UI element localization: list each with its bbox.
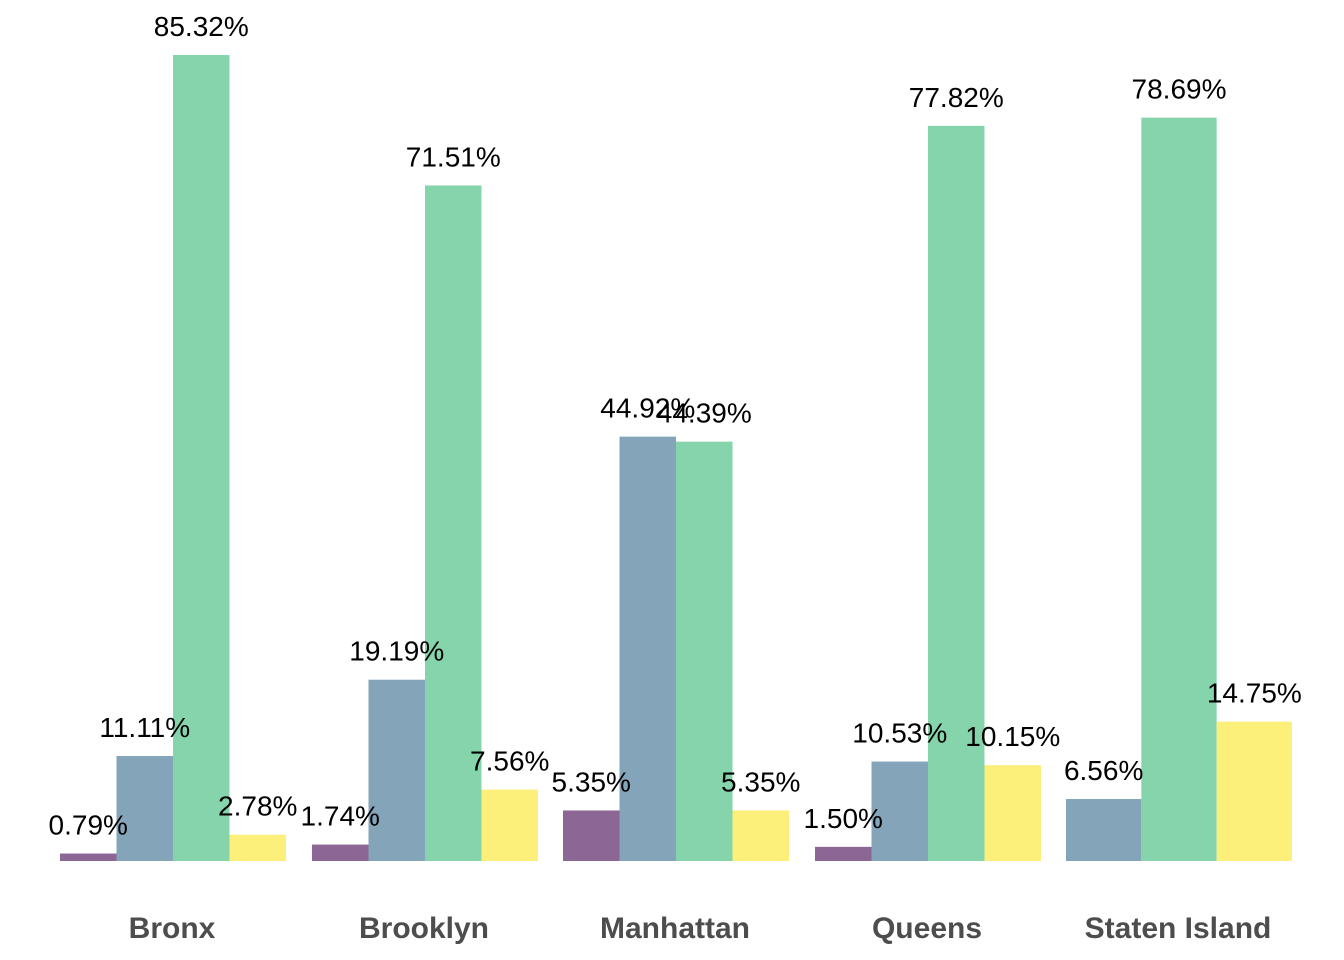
x-tick-label: Queens <box>872 912 982 945</box>
bars-layer <box>60 55 1292 862</box>
value-label: 5.35% <box>552 766 631 797</box>
value-label: 6.56% <box>1064 755 1143 786</box>
value-label: 19.19% <box>349 636 444 667</box>
value-label: 85.32% <box>154 11 249 42</box>
value-label: 1.74% <box>301 801 380 832</box>
x-tick-label: Brooklyn <box>359 912 489 945</box>
bar-manhattan-3 <box>676 441 733 861</box>
bar-queens-3 <box>928 125 985 862</box>
value-label: 0.79% <box>49 810 128 841</box>
x-tick-label: Manhattan <box>600 912 750 945</box>
value-label: 11.11% <box>99 712 190 743</box>
bar-brooklyn-2 <box>368 679 425 861</box>
bar-brooklyn-1 <box>312 844 369 861</box>
value-label: 5.35% <box>721 766 800 797</box>
value-labels-layer: 0.79% 11.11% 85.32% 2.78% 1.74% 19.19% 71.51% 7… <box>49 11 1302 841</box>
bar-bronx-1 <box>60 853 117 861</box>
x-tick-label: Staten Island <box>1085 912 1272 945</box>
value-label: 78.69% <box>1132 74 1227 105</box>
category-labels-layer: Bronx Brooklyn Manhattan Queens Staten Islan… <box>129 912 1272 945</box>
bar-manhattan-4 <box>732 810 789 861</box>
bar-brooklyn-3 <box>425 185 482 861</box>
bar-manhattan-1 <box>563 810 620 861</box>
value-label: 77.82% <box>909 82 1004 113</box>
bar-queens-4 <box>984 765 1041 861</box>
bar-manhattan-2 <box>619 436 676 861</box>
x-tick-label: Bronx <box>129 912 216 945</box>
bar-staten-island-1 <box>1066 799 1142 861</box>
value-label: 71.51% <box>406 141 501 172</box>
bar-bronx-3 <box>173 55 230 861</box>
value-label: 10.53% <box>852 718 947 749</box>
value-label: 14.75% <box>1207 678 1302 709</box>
bar-queens-1 <box>815 846 872 861</box>
value-label: 1.50% <box>804 803 883 834</box>
bar-bronx-4 <box>229 834 286 861</box>
value-label: 44.39% <box>657 398 752 429</box>
bar-staten-island-2 <box>1141 117 1217 861</box>
value-label: 2.78% <box>218 791 297 822</box>
bar-brooklyn-4 <box>481 789 538 861</box>
bar-staten-island-3 <box>1216 721 1292 861</box>
bar-bronx-2 <box>116 756 173 861</box>
bar-queens-2 <box>871 761 928 861</box>
value-label: 10.15% <box>965 721 1060 752</box>
value-label: 44.92% <box>600 393 695 424</box>
value-label: 7.56% <box>470 746 549 777</box>
